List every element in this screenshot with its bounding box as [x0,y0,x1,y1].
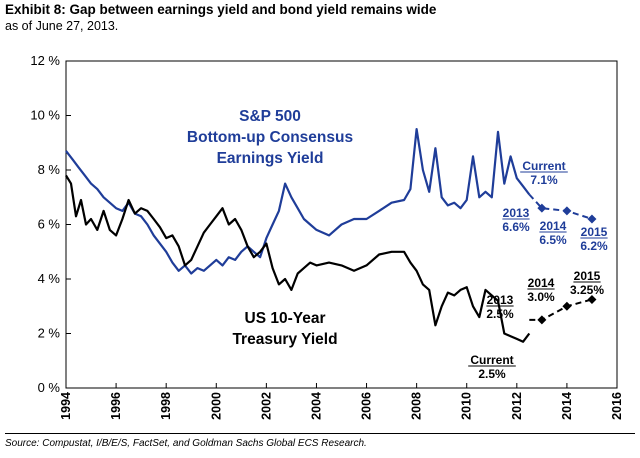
x-tick-label: 2002 [259,392,273,420]
y-tick-label: 10 % [30,108,60,123]
line-chart: 0 % 2 % 4 % 6 % 8 % 10 % 12 % 1994 1996 1998 2000 2… [30,53,624,420]
treasury-forecast-marker [537,315,547,325]
treasury-forecast-value: 2.5% [486,307,514,321]
footer-rule [5,433,635,434]
treasury-forecast-value: 3.25% [570,283,604,297]
x-tick-label: 2008 [410,392,424,420]
x-tick-label: 2006 [360,392,374,420]
earnings-forecast-label: 2014 [540,219,567,233]
source-note: Source: Compustat, I/B/E/S, FactSet, and… [5,438,367,449]
earnings-forecast-value: 6.5% [539,233,567,247]
earnings-forecast-value: 6.2% [580,239,608,253]
x-tick-label: 2000 [209,392,223,420]
earnings-series-label: Earnings Yield [217,150,324,167]
earnings-forecast-marker [537,203,547,213]
treasury-forecast-marker [587,294,597,304]
y-tick-label: 2 % [38,326,61,341]
x-tick-label: 1998 [159,392,173,420]
earnings-forecast-label: 2015 [581,225,608,239]
x-tick-label: 2004 [309,392,323,420]
earnings-series-label: Bottom-up Consensus [187,129,353,146]
treasury-forecast-label: Current [470,353,513,367]
earnings-forecast-line [528,193,593,220]
treasury-forecast-marker [562,301,572,311]
x-tick-label: 1994 [59,392,73,420]
treasury-forecast-label: 2015 [574,269,601,283]
earnings-forecast-label: Current [522,159,565,173]
y-tick-label: 0 % [38,380,61,395]
treasury-series-label: Treasury Yield [232,331,337,348]
y-tick-label: 8 % [38,162,61,177]
treasury-forecast-value: 3.0% [527,290,555,304]
x-tick-label: 2010 [460,392,474,420]
earnings-forecast-label: 2013 [503,206,530,220]
treasury-series-label: US 10-Year [245,310,326,327]
chart-subtitle: as of June 27, 2013. [5,19,119,33]
earnings-forecast-value: 7.1% [530,173,558,187]
treasury-forecast-label: 2013 [487,293,514,307]
earnings-forecast-marker [562,206,572,216]
earnings-series-label: S&P 500 [239,108,301,125]
y-tick-label: 6 % [38,217,61,232]
series-layer [65,128,597,343]
treasury-yield-line [65,174,531,343]
earnings-forecast-marker [587,214,597,224]
treasury-forecast-line [529,298,593,321]
chart-title: Exhibit 8: Gap between earnings yield an… [5,2,437,17]
y-tick-label: 4 % [38,271,61,286]
chart-axes: 0 % 2 % 4 % 6 % 8 % 10 % 12 % 1994 1996 1998 2000 2… [30,53,624,420]
y-tick-label: 12 % [30,53,60,68]
x-tick-label: 1996 [109,392,123,420]
treasury-forecast-label: 2014 [528,276,555,290]
x-tick-label: 2012 [510,392,524,420]
earnings-forecast-value: 6.6% [502,220,530,234]
labels-layer: S&P 500 Bottom-up Consensus Earnings Yield… [187,108,608,381]
treasury-forecast-value: 2.5% [478,367,506,381]
x-tick-label: 2014 [560,392,574,420]
x-tick-label: 2016 [610,392,624,420]
